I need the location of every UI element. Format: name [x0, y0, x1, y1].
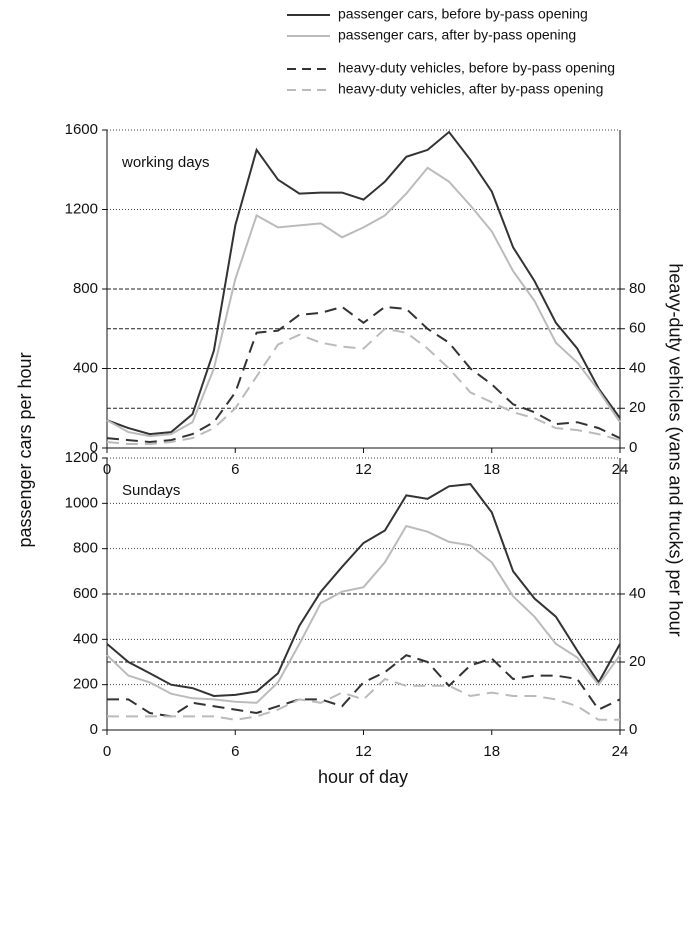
x-tick-label: 12 — [355, 743, 372, 760]
y-tick-label: 1200 — [65, 449, 98, 466]
x-axis-label: hour of day — [318, 767, 408, 787]
x-tick-label: 24 — [612, 743, 629, 760]
y-tick-label: 0 — [90, 721, 98, 738]
series-line — [107, 677, 620, 721]
y-tick-label: 400 — [73, 359, 98, 376]
y-tick-label: 800 — [73, 540, 98, 557]
y2-tick-label: 60 — [629, 320, 646, 337]
panel-annotation: Sundays — [122, 482, 180, 499]
y2-tick-label: 40 — [629, 359, 646, 376]
series-line — [106, 305, 621, 444]
legend-label: passenger cars, after by-pass opening — [338, 27, 576, 43]
x-tick-label: 12 — [355, 461, 372, 478]
series-line — [106, 483, 621, 698]
y-tick-label: 0 — [90, 439, 98, 456]
y-tick-label: 800 — [73, 280, 98, 297]
y2-tick-label: 20 — [629, 399, 646, 416]
y-tick-label: 1200 — [65, 200, 98, 217]
legend-label: heavy-duty vehicles, before by-pass open… — [338, 60, 615, 76]
panel-annotation: working days — [121, 154, 210, 171]
y2-axis-label: heavy-duty vehicles (vans and trucks) pe… — [665, 263, 685, 636]
series-line — [106, 166, 621, 438]
y-tick-label: 200 — [73, 676, 98, 693]
series-line — [106, 130, 621, 436]
y-tick-label: 1600 — [65, 121, 98, 138]
x-tick-label: 0 — [103, 743, 111, 760]
y-tick-label: 1000 — [65, 494, 98, 511]
y2-tick-label: 40 — [629, 585, 646, 602]
x-tick-label: 18 — [483, 461, 500, 478]
y2-tick-label: 0 — [629, 721, 637, 738]
y2-tick-label: 80 — [629, 280, 646, 297]
x-tick-label: 6 — [231, 743, 239, 760]
y2-tick-label: 0 — [629, 439, 637, 456]
x-tick-label: 6 — [231, 461, 239, 478]
y-axis-label: passenger cars per hour — [15, 352, 35, 547]
x-tick-label: 18 — [483, 743, 500, 760]
y-tick-label: 400 — [73, 630, 98, 647]
series-line — [106, 327, 621, 445]
legend-label: passenger cars, before by-pass opening — [338, 6, 588, 22]
series-line — [106, 524, 621, 704]
y2-tick-label: 20 — [629, 653, 646, 670]
legend-label: heavy-duty vehicles, after by-pass openi… — [338, 81, 603, 97]
y-tick-label: 600 — [73, 585, 98, 602]
